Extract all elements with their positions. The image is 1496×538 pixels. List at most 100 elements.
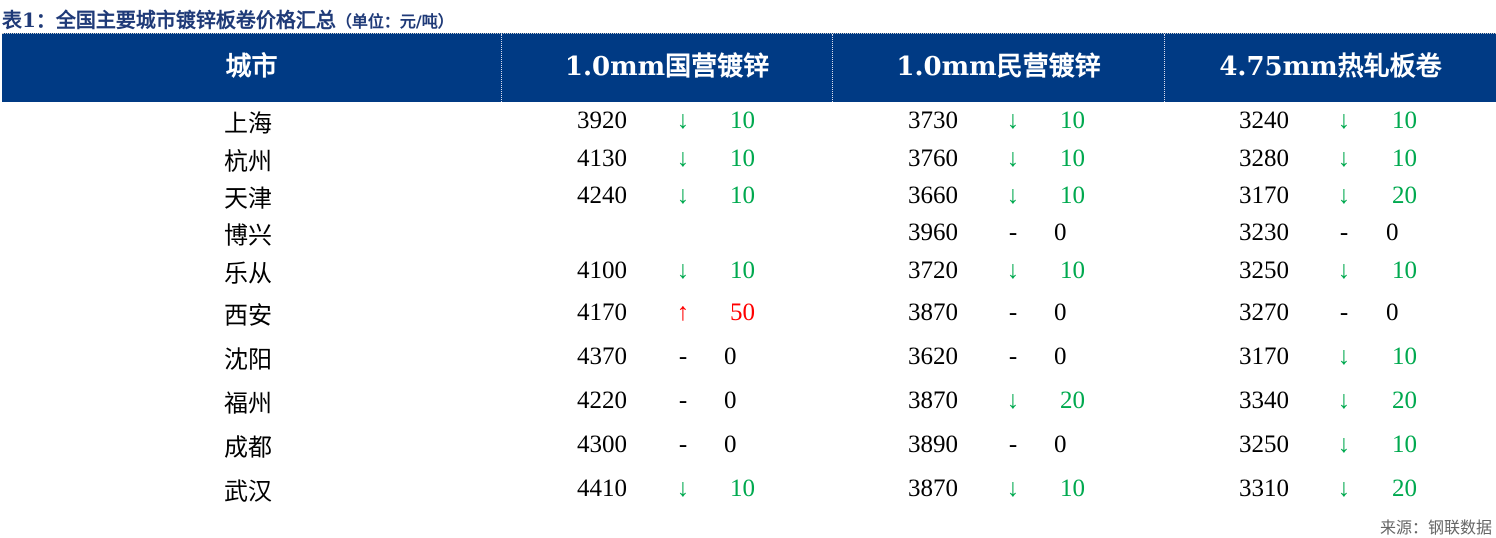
arrow-down-icon: ↓ xyxy=(676,475,690,502)
title-text: 表1：全国主要城市镀锌板卷价格汇总 xyxy=(2,8,336,32)
change-value: 0 xyxy=(1054,219,1067,246)
change-value: 10 xyxy=(730,182,755,209)
dash-icon: - xyxy=(1008,431,1018,458)
price-value: 3310 xyxy=(1239,475,1289,502)
price-value: 3620 xyxy=(908,343,958,370)
dash-icon: - xyxy=(678,431,688,458)
table-title: 表1：全国主要城市镀锌板卷价格汇总（单位：元/吨） xyxy=(2,4,454,33)
change-value: 10 xyxy=(1392,431,1417,458)
dash-icon: - xyxy=(1339,299,1349,326)
price-value: 3870 xyxy=(908,475,958,502)
city-name: 博兴 xyxy=(224,221,272,250)
city-name: 成都 xyxy=(224,433,272,462)
price-value: 4300 xyxy=(577,431,627,458)
arrow-down-icon: ↓ xyxy=(1006,475,1020,502)
change-value: 0 xyxy=(1054,343,1067,370)
dash-icon: - xyxy=(678,343,688,370)
price-value: 3280 xyxy=(1239,145,1289,172)
change-value: 0 xyxy=(1054,431,1067,458)
city-name: 武汉 xyxy=(224,477,272,506)
change-value: 10 xyxy=(1392,107,1417,134)
arrow-down-icon: ↓ xyxy=(676,182,690,209)
arrow-up-icon: ↑ xyxy=(676,299,690,326)
change-value: 50 xyxy=(730,299,755,326)
city-name: 上海 xyxy=(224,109,272,138)
city-name: 西安 xyxy=(224,301,272,330)
price-value: 3170 xyxy=(1239,343,1289,370)
change-value: 10 xyxy=(1392,343,1417,370)
change-value: 0 xyxy=(1054,299,1067,326)
price-value: 3340 xyxy=(1239,387,1289,414)
city-name: 乐从 xyxy=(224,259,272,288)
change-value: 20 xyxy=(1060,387,1085,414)
arrow-down-icon: ↓ xyxy=(1337,475,1351,502)
change-value: 10 xyxy=(1392,145,1417,172)
change-value: 10 xyxy=(1060,257,1085,284)
city-name: 沈阳 xyxy=(224,345,272,374)
change-value: 10 xyxy=(1060,145,1085,172)
price-value: 3660 xyxy=(908,182,958,209)
arrow-down-icon: ↓ xyxy=(676,107,690,134)
price-value: 4130 xyxy=(577,145,627,172)
price-value: 4100 xyxy=(577,257,627,284)
arrow-down-icon: ↓ xyxy=(1337,257,1351,284)
price-value: 3270 xyxy=(1239,299,1289,326)
city-name: 杭州 xyxy=(224,147,272,176)
arrow-down-icon: ↓ xyxy=(1006,145,1020,172)
dash-icon: - xyxy=(1339,219,1349,246)
change-value: 0 xyxy=(724,343,737,370)
unit-text: （单位：元/吨） xyxy=(335,12,454,31)
price-value: 3890 xyxy=(908,431,958,458)
price-value: 3730 xyxy=(908,107,958,134)
arrow-down-icon: ↓ xyxy=(1337,387,1351,414)
header-state-galvanized: 1.0mm国营镀锌 xyxy=(502,34,833,102)
dash-icon: - xyxy=(1008,219,1018,246)
price-value: 4220 xyxy=(577,387,627,414)
arrow-down-icon: ↓ xyxy=(1337,107,1351,134)
change-value: 10 xyxy=(1060,107,1085,134)
price-value: 3920 xyxy=(577,107,627,134)
arrow-down-icon: ↓ xyxy=(1006,107,1020,134)
arrow-down-icon: ↓ xyxy=(1006,387,1020,414)
dash-icon: - xyxy=(678,387,688,414)
price-value: 3250 xyxy=(1239,431,1289,458)
change-value: 10 xyxy=(1392,257,1417,284)
change-value: 20 xyxy=(1392,182,1417,209)
arrow-down-icon: ↓ xyxy=(1006,182,1020,209)
change-value: 10 xyxy=(1060,475,1085,502)
price-value: 3760 xyxy=(908,145,958,172)
price-value: 3870 xyxy=(908,387,958,414)
change-value: 10 xyxy=(730,145,755,172)
change-value: 0 xyxy=(1386,219,1399,246)
table-header: 城市 1.0mm国营镀锌 1.0mm民营镀锌 4.75mm热轧板卷 xyxy=(2,33,1496,102)
change-value: 20 xyxy=(1392,475,1417,502)
change-value: 0 xyxy=(1386,299,1399,326)
arrow-down-icon: ↓ xyxy=(676,145,690,172)
price-value: 3960 xyxy=(908,219,958,246)
price-value: 3170 xyxy=(1239,182,1289,209)
arrow-down-icon: ↓ xyxy=(1337,182,1351,209)
arrow-down-icon: ↓ xyxy=(1006,257,1020,284)
change-value: 20 xyxy=(1392,387,1417,414)
change-value: 10 xyxy=(730,107,755,134)
dash-icon: - xyxy=(1008,299,1018,326)
arrow-down-icon: ↓ xyxy=(676,257,690,284)
price-value: 3250 xyxy=(1239,257,1289,284)
change-value: 10 xyxy=(730,475,755,502)
arrow-down-icon: ↓ xyxy=(1337,145,1351,172)
change-value: 10 xyxy=(1060,182,1085,209)
header-city: 城市 xyxy=(2,34,502,102)
change-value: 10 xyxy=(730,257,755,284)
arrow-down-icon: ↓ xyxy=(1337,343,1351,370)
change-value: 0 xyxy=(724,431,737,458)
source-note: 来源：钢联数据 xyxy=(1379,518,1492,537)
price-value: 3870 xyxy=(908,299,958,326)
arrow-down-icon: ↓ xyxy=(1337,431,1351,458)
price-value: 3230 xyxy=(1239,219,1289,246)
price-value: 4240 xyxy=(577,182,627,209)
city-name: 福州 xyxy=(224,389,272,418)
header-private-galvanized: 1.0mm民营镀锌 xyxy=(833,34,1165,102)
price-value: 3240 xyxy=(1239,107,1289,134)
city-name: 天津 xyxy=(224,184,272,213)
price-value: 4410 xyxy=(577,475,627,502)
